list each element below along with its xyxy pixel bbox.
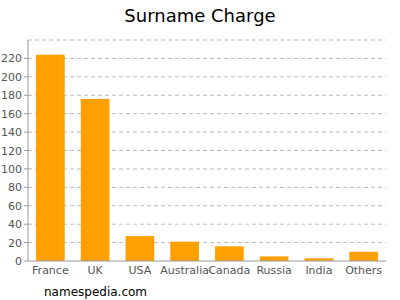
x-axis (28, 261, 386, 262)
grid-line (28, 76, 386, 77)
tick-label: 120 (1, 145, 22, 158)
category-label: France (32, 264, 69, 277)
tick-label: 0 (15, 255, 22, 268)
tick-mark (24, 132, 28, 133)
tick-mark (24, 150, 28, 151)
tick-label: 100 (1, 163, 22, 176)
chart: Surname Charge 0 20 40 60 80 100 120 140 160 180 20… (0, 0, 400, 300)
grid-line (28, 58, 386, 59)
tick-label: 60 (8, 200, 22, 213)
tick-mark (24, 224, 28, 225)
tick-mark (24, 187, 28, 188)
tick-mark (24, 261, 28, 262)
tick-mark (24, 242, 28, 243)
bar (36, 55, 65, 261)
title: Surname Charge (124, 5, 275, 26)
tick-mark (24, 58, 28, 59)
bar (126, 236, 155, 261)
tick-label: 180 (1, 89, 22, 102)
tick-mark (24, 205, 28, 206)
bars (36, 55, 378, 261)
bar (81, 99, 110, 261)
range-end-line (28, 40, 386, 41)
tick-label: 140 (1, 126, 22, 139)
category-label: India (305, 264, 332, 277)
tick-label: 200 (1, 71, 22, 84)
grid-line (28, 95, 386, 96)
category-label: Canada (208, 264, 250, 277)
tick-mark (24, 113, 28, 114)
annotation: namespedia.com (44, 285, 147, 299)
tick-mark (24, 168, 28, 169)
tick-label: 20 (8, 237, 22, 250)
bar (215, 246, 244, 261)
category-label: UK (87, 264, 103, 277)
bar (260, 256, 289, 261)
category-label: USA (128, 264, 151, 277)
y-axis (28, 40, 29, 261)
bar (170, 242, 199, 261)
category-label: Others (345, 264, 382, 277)
tick-label: 220 (1, 52, 22, 65)
tick-label: 80 (8, 181, 22, 194)
background (0, 0, 400, 300)
category-label: Australia (160, 264, 209, 277)
tick-mark (24, 76, 28, 77)
tick-mark (24, 95, 28, 96)
category-label: Russia (256, 264, 291, 277)
bar (349, 252, 378, 261)
tick-label: 160 (1, 108, 22, 121)
tick-label: 40 (8, 218, 22, 231)
